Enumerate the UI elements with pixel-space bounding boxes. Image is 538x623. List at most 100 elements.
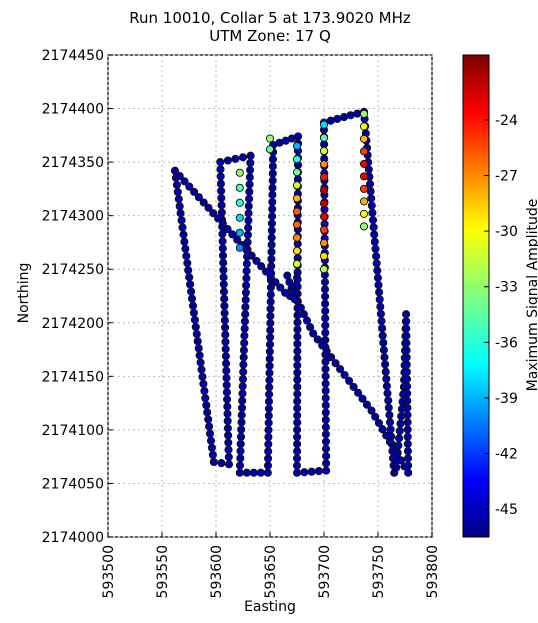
track-point: [403, 396, 412, 405]
track-point: [293, 397, 302, 406]
signal-point: [292, 207, 302, 216]
track-point: [223, 424, 232, 433]
track-point: [320, 277, 330, 287]
track-point: [385, 418, 395, 427]
track-point: [175, 202, 184, 211]
signal-point: [265, 145, 275, 154]
track-point: [256, 468, 265, 477]
track-point: [264, 411, 273, 420]
x-tick-label: 593550: [155, 545, 171, 598]
track-point: [267, 233, 276, 242]
track-point: [321, 321, 330, 330]
track-point: [214, 214, 223, 223]
signal-point: [359, 109, 369, 118]
colorbar-label: Maximum Signal Amplitude: [525, 199, 538, 392]
track-point: [185, 182, 194, 191]
track-point: [216, 165, 225, 174]
track-point: [242, 468, 251, 477]
x-tick-label: 593800: [425, 545, 441, 598]
x-tick-label: 593700: [317, 545, 333, 598]
track-point: [268, 155, 278, 164]
track-point: [321, 365, 330, 374]
track-point: [188, 301, 198, 310]
signal-point: [292, 141, 302, 151]
track-point: [378, 324, 387, 333]
track-point: [293, 368, 302, 377]
y-tick-label: 2174150: [42, 369, 104, 385]
track-point: [267, 247, 276, 256]
signal-point: [292, 220, 302, 229]
track-point: [240, 324, 249, 333]
signal-point: [235, 183, 244, 192]
signal-point: [319, 225, 329, 234]
track-point: [395, 434, 404, 443]
y-tick-label: 2174050: [42, 476, 104, 492]
track-point: [228, 230, 237, 239]
track-point: [379, 345, 388, 355]
track-point: [327, 353, 336, 362]
track-point: [236, 432, 246, 441]
x-axis-label: Easting: [244, 599, 296, 615]
track-point: [224, 431, 233, 440]
track-point: [239, 346, 248, 355]
track-point: [396, 456, 405, 465]
track-point: [403, 454, 413, 463]
track-point: [293, 382, 302, 391]
track-point: [241, 295, 250, 304]
track-point: [190, 315, 199, 324]
signal-point: [319, 160, 329, 169]
signal-point: [292, 155, 302, 164]
track-point: [400, 462, 409, 471]
track-point: [293, 418, 302, 427]
track-point: [191, 322, 200, 332]
track-point: [224, 438, 233, 447]
track-point: [395, 426, 404, 435]
track-point: [322, 459, 331, 468]
track-point: [378, 331, 387, 340]
track-point: [222, 373, 231, 382]
track-point: [370, 230, 379, 239]
track-point: [293, 440, 302, 449]
signal-point: [235, 198, 244, 207]
track-point: [223, 156, 232, 165]
track-point: [224, 445, 233, 454]
track-point: [264, 425, 273, 435]
track-point: [220, 294, 229, 303]
track-point: [366, 187, 375, 196]
track-point: [321, 394, 330, 403]
track-point: [367, 194, 376, 203]
track-point: [379, 338, 388, 347]
signal-point: [292, 259, 302, 268]
track-point: [385, 437, 394, 446]
track-point: [321, 292, 330, 301]
track-point: [221, 323, 230, 332]
track-point: [180, 177, 189, 186]
signal-point: [319, 120, 329, 129]
track-point: [265, 376, 274, 385]
track-point: [294, 132, 303, 141]
track-point: [187, 294, 197, 303]
track-point: [176, 209, 185, 218]
track-point: [183, 259, 192, 268]
track-point: [236, 454, 245, 463]
signal-point: [292, 233, 302, 242]
colorbar-tick-label: -33: [495, 280, 518, 296]
track-point: [246, 166, 255, 175]
colorbar-tick-label: -30: [495, 224, 518, 240]
track-point: [222, 381, 231, 390]
track-point: [321, 372, 330, 381]
track-point: [206, 436, 216, 445]
track-point: [235, 461, 245, 470]
track-point: [321, 328, 330, 337]
track-point: [318, 341, 327, 350]
y-axis-ticks: 2174000 2174050 2174100 2174150 2174200 21742…: [42, 48, 113, 546]
track-point: [293, 318, 302, 327]
track-point: [216, 172, 225, 181]
track-point: [224, 460, 234, 469]
track-point: [307, 467, 316, 476]
track-point: [371, 412, 380, 421]
signal-point: [319, 173, 329, 182]
y-tick-label: 2174400: [42, 102, 104, 118]
track-point: [267, 219, 276, 228]
track-point: [205, 429, 215, 438]
